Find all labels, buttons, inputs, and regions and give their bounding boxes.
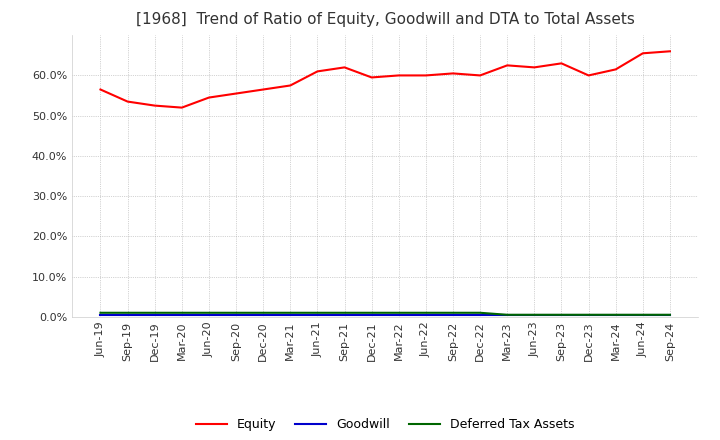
- Equity: [150, 103, 159, 108]
- Equity: [341, 65, 349, 70]
- Equity: [96, 87, 105, 92]
- Equity: [313, 69, 322, 74]
- Goodwill: [421, 312, 430, 318]
- Deferred Tax Assets: [611, 312, 620, 317]
- Equity: [178, 105, 186, 110]
- Deferred Tax Assets: [259, 310, 268, 315]
- Equity: [611, 67, 620, 72]
- Goodwill: [204, 312, 213, 318]
- Deferred Tax Assets: [503, 312, 511, 317]
- Equity: [557, 61, 566, 66]
- Deferred Tax Assets: [96, 310, 105, 315]
- Goodwill: [449, 312, 457, 318]
- Goodwill: [123, 312, 132, 318]
- Equity: [530, 65, 539, 70]
- Equity: [584, 73, 593, 78]
- Goodwill: [557, 312, 566, 318]
- Goodwill: [395, 312, 403, 318]
- Goodwill: [178, 312, 186, 318]
- Goodwill: [232, 312, 240, 318]
- Goodwill: [286, 312, 294, 318]
- Equity: [286, 83, 294, 88]
- Deferred Tax Assets: [313, 310, 322, 315]
- Line: Deferred Tax Assets: Deferred Tax Assets: [101, 313, 670, 315]
- Goodwill: [503, 312, 511, 318]
- Equity: [123, 99, 132, 104]
- Goodwill: [96, 312, 105, 318]
- Deferred Tax Assets: [150, 310, 159, 315]
- Equity: [395, 73, 403, 78]
- Equity: [665, 49, 674, 54]
- Goodwill: [665, 312, 674, 318]
- Deferred Tax Assets: [421, 310, 430, 315]
- Goodwill: [476, 312, 485, 318]
- Deferred Tax Assets: [367, 310, 376, 315]
- Deferred Tax Assets: [639, 312, 647, 317]
- Deferred Tax Assets: [395, 310, 403, 315]
- Line: Equity: Equity: [101, 51, 670, 108]
- Goodwill: [341, 312, 349, 318]
- Equity: [232, 91, 240, 96]
- Deferred Tax Assets: [530, 312, 539, 317]
- Goodwill: [530, 312, 539, 318]
- Deferred Tax Assets: [178, 310, 186, 315]
- Equity: [639, 51, 647, 56]
- Goodwill: [584, 312, 593, 318]
- Deferred Tax Assets: [232, 310, 240, 315]
- Deferred Tax Assets: [584, 312, 593, 317]
- Equity: [503, 63, 511, 68]
- Deferred Tax Assets: [557, 312, 566, 317]
- Deferred Tax Assets: [286, 310, 294, 315]
- Goodwill: [639, 312, 647, 318]
- Goodwill: [259, 312, 268, 318]
- Goodwill: [313, 312, 322, 318]
- Deferred Tax Assets: [665, 312, 674, 317]
- Goodwill: [150, 312, 159, 318]
- Deferred Tax Assets: [476, 310, 485, 315]
- Title: [1968]  Trend of Ratio of Equity, Goodwill and DTA to Total Assets: [1968] Trend of Ratio of Equity, Goodwil…: [136, 12, 634, 27]
- Equity: [476, 73, 485, 78]
- Goodwill: [367, 312, 376, 318]
- Goodwill: [611, 312, 620, 318]
- Deferred Tax Assets: [449, 310, 457, 315]
- Equity: [449, 71, 457, 76]
- Equity: [259, 87, 268, 92]
- Equity: [204, 95, 213, 100]
- Deferred Tax Assets: [341, 310, 349, 315]
- Equity: [367, 75, 376, 80]
- Equity: [421, 73, 430, 78]
- Deferred Tax Assets: [204, 310, 213, 315]
- Deferred Tax Assets: [123, 310, 132, 315]
- Legend: Equity, Goodwill, Deferred Tax Assets: Equity, Goodwill, Deferred Tax Assets: [191, 413, 580, 436]
